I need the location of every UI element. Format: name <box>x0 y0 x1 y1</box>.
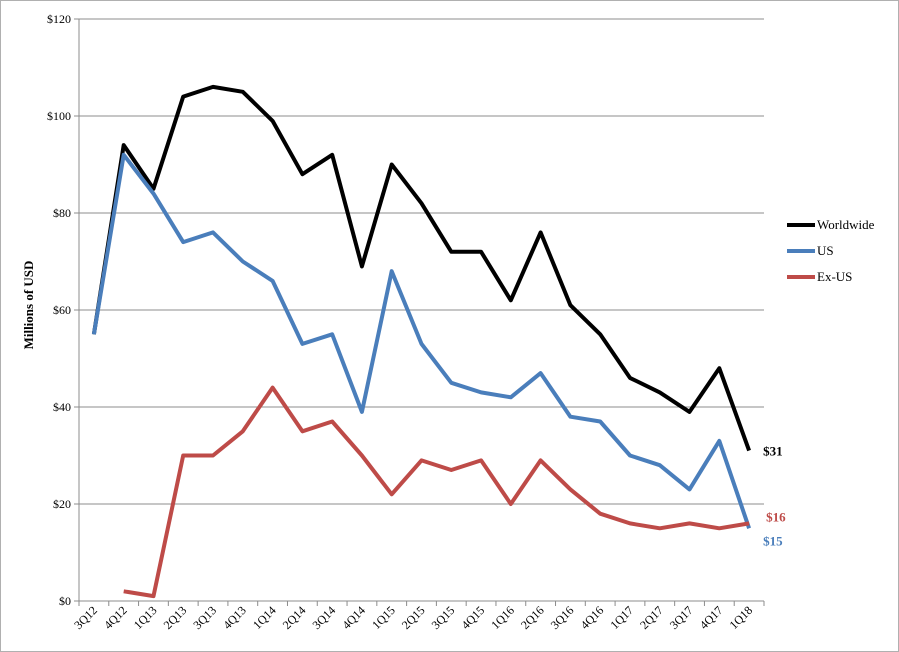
series-line-ex-us <box>123 385 750 599</box>
x-tick-label: 1Q14 <box>250 603 279 632</box>
x-tick-label: 3Q13 <box>190 603 219 632</box>
y-tick-label: $100 <box>47 109 71 123</box>
series-lines <box>91 84 751 599</box>
x-tick-labels: 3Q12 4Q12 1Q13 2Q13 3Q13 4Q13 1Q14 2Q14 3Q14 4Q14… <box>71 603 755 632</box>
x-tick-label: 4Q17 <box>697 603 726 632</box>
x-tick-label: 4Q12 <box>101 603 130 632</box>
y-tick-label: $20 <box>53 497 71 511</box>
y-tick-label: $80 <box>53 206 71 220</box>
x-tick-label: 4Q15 <box>458 603 487 632</box>
y-tick-label: $40 <box>53 400 71 414</box>
legend: Worldwide US Ex-US <box>787 217 875 284</box>
x-tick-label: 1Q16 <box>488 603 517 632</box>
end-label-us: $15 <box>763 533 783 548</box>
x-tick-label: 3Q16 <box>548 603 577 632</box>
legend-label: US <box>817 243 834 258</box>
x-tick-label: 3Q12 <box>71 603 100 632</box>
x-tick-label: 2Q16 <box>518 603 547 632</box>
end-label-worldwide: $31 <box>763 444 783 459</box>
legend-label: Ex-US <box>817 269 852 284</box>
x-tick-label: 2Q14 <box>280 603 309 632</box>
x-tick-label: 4Q13 <box>220 603 249 632</box>
y-axis-label: Millions of USD <box>21 261 36 350</box>
series-line-worldwide <box>91 84 751 452</box>
x-tick-label: 1Q17 <box>607 603 636 632</box>
series-line-us <box>91 152 751 529</box>
x-tick-label: 2Q15 <box>399 603 428 632</box>
y-tick-label: $60 <box>53 303 71 317</box>
x-tick-label: 3Q17 <box>667 603 696 632</box>
y-tick-label: $0 <box>59 594 71 608</box>
x-tick-label: 3Q14 <box>310 603 339 632</box>
x-tick-label: 1Q13 <box>131 603 160 632</box>
legend-label: Worldwide <box>817 217 875 232</box>
x-tick-label: 2Q13 <box>161 603 190 632</box>
y-tick-labels: $0 $20 $40 $60 $80 $100 $120 <box>47 12 71 608</box>
x-tick-label: 4Q14 <box>339 603 368 632</box>
end-labels: $31 $15 $16 <box>763 444 786 549</box>
x-tick-label: 1Q15 <box>369 603 398 632</box>
x-tick-label: 1Q18 <box>726 603 755 632</box>
end-label-ex-us: $16 <box>766 509 786 524</box>
x-tick-label: 4Q16 <box>578 603 607 632</box>
y-tick-label: $120 <box>47 12 71 26</box>
x-tick-label: 2Q17 <box>637 603 666 632</box>
x-tick-label: 3Q15 <box>429 603 458 632</box>
gridlines <box>74 18 765 606</box>
